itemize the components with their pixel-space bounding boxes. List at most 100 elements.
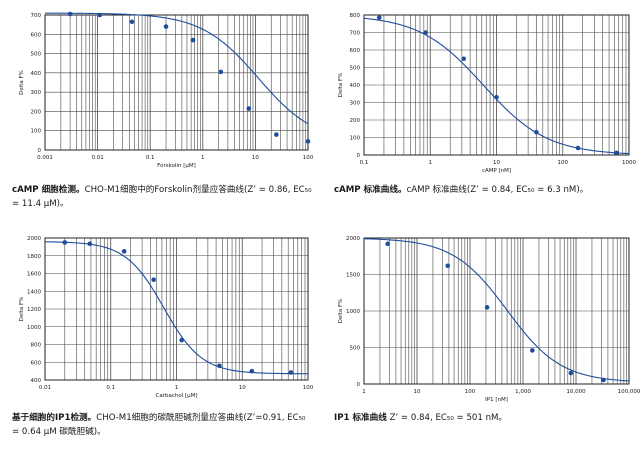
caption-title: cAMP 细胞检测。 [12,185,85,195]
data-point [97,12,103,18]
x-tick-label: 100 [303,385,314,391]
x-tick-label: 100 [465,389,476,395]
chart-panel-forskolin: 0 100 200 300 400 500 600 700 0.001 0.01 0.1 1 10 100… [0,0,320,227]
x-tick-label: 0.1 [146,155,155,161]
y-tick-label: 1000 [346,309,360,315]
caption-title: 基于细胞的IP1检测。 [12,413,97,423]
x-tick-label: 10 [414,389,421,395]
ip1-standard-curve-chart: 0 500 1000 1500 2000 1 10 100 1,000 10,000 100,000… [338,236,641,403]
y-tick-label: 1800 [27,254,41,260]
y-tick-label: 1200 [27,307,41,313]
y-tick-label: 1500 [346,273,360,279]
data-point [62,240,68,245]
x-tick-label: 100 [558,160,569,166]
data-point [494,94,499,100]
y-tick-label: 0 [357,153,361,159]
data-point [67,11,73,17]
data-point [129,19,135,25]
y-tick-label: 0 [357,382,361,388]
y-axis-label: Delta F% [19,70,25,95]
y-tick-label: 500 [350,346,361,352]
y-tick-label: 200 [31,109,42,115]
y-tick-label: 600 [31,32,42,38]
fit-curve [363,238,630,382]
plot-frame [44,237,309,381]
y-tick-label: 400 [31,71,42,77]
y-axis-label: Delta F% [338,73,344,98]
caption-title: IP1 标准曲线 [334,413,387,423]
data-point [218,69,224,75]
data-point [274,132,279,137]
caption-camp-standard: cAMP 标准曲线。cAMP 标准曲线(Z’ = 0.84, EC₅₀ = 6.… [334,183,634,197]
x-axis-label: IP1 [nM] [485,397,508,403]
x-tick-label: 10 [239,385,246,391]
camp-standard-curve-chart: 0 100 200 300 400 500 600 700 800 0.1 1 10 100 1000 cA… [338,13,636,174]
caption-text: Z’ = 0.84, EC₅₀ = 501 nM。 [386,413,508,423]
data-point [151,277,156,283]
data-point [246,106,252,111]
x-axis-label: cAMP [nM] [482,168,511,174]
carbachol-dose-response-chart: 400 600 800 1000 1200 1400 1600 1800 2000 0.01 0.1… [19,236,314,399]
x-tick-label: 0.1 [360,160,369,166]
y-tick-label: 300 [350,101,361,107]
data-point [288,370,294,375]
y-tick-label: 0 [38,148,42,154]
caption-text: cAMP 标准曲线(Z’ = 0.84, EC₅₀ = 6.3 nM)。 [406,185,589,195]
chart-panel-ip1-standard: 0 500 1000 1500 2000 1 10 100 1,000 10,000 100,000… [322,228,641,454]
y-tick-label: 1400 [27,289,41,295]
caption-forskolin: cAMP 细胞检测。CHO-M1细胞中的Forskolin剂量应答曲线(Z’ =… [12,183,312,211]
data-point [87,241,93,247]
data-point [305,139,311,144]
y-tick-label: 800 [31,343,42,349]
y-axis-label: Delta F% [338,299,344,324]
plot-frame [44,14,309,151]
plot-frame [363,237,630,385]
x-tick-label: 10 [493,160,500,166]
y-tick-label: 500 [350,66,361,72]
y-axis-label: Delta F% [19,297,25,322]
forskolin-dose-response-chart: 0 100 200 300 400 500 600 700 0.001 0.01 0.1 1 10 100… [19,11,314,169]
x-tick-label: 1 [429,160,433,166]
caption-text: CHO-M1细胞中的Forskolin剂量应答曲线(Z’ = 0.86, EC₅… [12,185,312,209]
data-point [163,24,169,29]
y-tick-label: 100 [31,129,42,135]
y-tick-label: 700 [31,13,42,19]
caption-text: CHO-M1细胞的碳酰胆碱剂量应答曲线(Z’=0.91, EC₅₀ = 0.64… [12,413,306,437]
y-tick-label: 500 [31,52,42,58]
chart-panel-carbachol: 400 600 800 1000 1200 1400 1600 1800 2000 0.01 0.1… [0,228,320,454]
y-tick-label: 200 [350,118,361,124]
data-point [601,377,606,383]
y-tick-label: 600 [31,360,42,366]
y-tick-label: 600 [350,48,361,54]
data-point [190,37,196,43]
x-tick-label: 100 [303,155,314,161]
x-tick-label: 0.01 [91,155,103,161]
y-tick-label: 800 [350,13,361,19]
x-tick-label: 10,000 [566,389,586,395]
y-tick-label: 2000 [346,236,360,242]
x-tick-label: 1 [201,155,205,161]
data-point [423,30,428,35]
caption-carbachol: 基于细胞的IP1检测。CHO-M1细胞的碳酰胆碱剂量应答曲线(Z’=0.91, … [12,411,312,439]
data-point [179,337,185,343]
data-point [217,363,222,369]
x-tick-label: 0.001 [37,155,53,161]
data-point [461,56,467,62]
data-point [376,15,382,20]
y-tick-label: 700 [350,31,361,37]
caption-ip1-standard: IP1 标准曲线 Z’ = 0.84, EC₅₀ = 501 nM。 [334,411,634,425]
data-point [614,150,619,156]
data-point [445,263,451,269]
y-tick-label: 400 [350,83,361,89]
x-tick-label: 0.1 [106,385,115,391]
x-tick-label: 0.01 [39,385,51,391]
y-tick-label: 100 [350,136,361,142]
x-tick-label: 100,000 [618,389,641,395]
fit-curve [45,12,309,125]
x-tick-label: 1 [362,389,366,395]
y-tick-label: 1000 [27,325,41,331]
x-tick-label: 10 [252,155,259,161]
x-tick-label: 1,000 [515,389,531,395]
chart-panel-camp-standard: 0 100 200 300 400 500 600 700 800 0.1 1 10 100 1000 cA… [322,0,641,227]
data-point [534,129,539,135]
